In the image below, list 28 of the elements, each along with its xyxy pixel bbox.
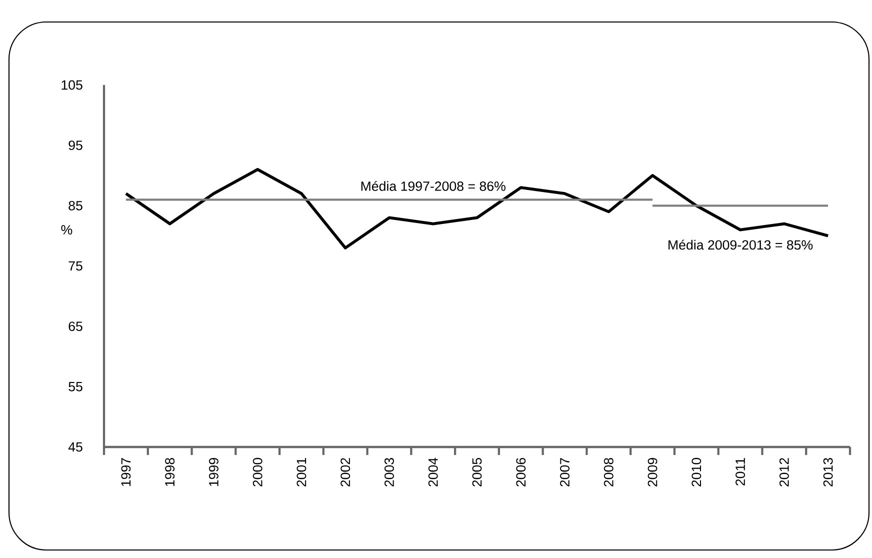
x-tick-label: 2008 [604, 458, 614, 486]
x-tick-label: 2009 [648, 458, 658, 486]
x-tick-label: 2013 [823, 458, 833, 486]
y-tick-label: 105 [62, 80, 82, 90]
x-tick-label: 2010 [692, 458, 702, 486]
x-tick-label: 2004 [428, 458, 438, 486]
x-tick-label: 1997 [121, 458, 131, 486]
y-tick-label: 75 [68, 261, 82, 271]
x-tick-label: 2007 [560, 458, 570, 486]
y-tick-label: 85 [68, 200, 82, 210]
x-tick-label: 2005 [472, 458, 482, 486]
x-tick-label: 2003 [384, 458, 394, 486]
x-tick-label: 2011 [736, 458, 746, 486]
annotation: Média 2009-2013 = 85% [668, 240, 813, 250]
line-series [124, 168, 830, 250]
x-tick-label: 2001 [296, 458, 306, 486]
y-tick-label: 55 [68, 382, 82, 392]
annotation: Média 1997-2008 = 86% [361, 180, 506, 191]
x-tick-label: 2002 [340, 458, 350, 486]
y-tick-label: 95 [68, 140, 82, 150]
x-tick-label: 2012 [779, 458, 789, 486]
y-tick-label: 45 [68, 442, 82, 452]
x-tick-label: 1999 [208, 458, 218, 486]
x-tick-label: 1998 [165, 458, 175, 486]
y-tick-label: 65 [68, 322, 82, 332]
x-tick-label: 2000 [252, 458, 262, 486]
x-tick-label: 2006 [516, 458, 526, 486]
y-axis-title: % [61, 225, 72, 234]
